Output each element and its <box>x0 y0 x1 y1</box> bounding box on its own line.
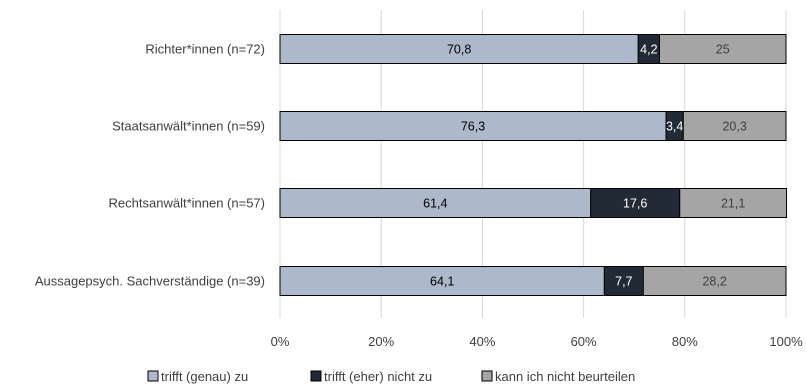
x-tick-label: 100% <box>769 334 803 349</box>
data-label: 25 <box>716 43 730 57</box>
data-label: 70,8 <box>447 43 471 57</box>
x-tick-label: 60% <box>571 334 597 349</box>
data-label: 21,1 <box>721 197 745 211</box>
legend-swatch <box>310 370 322 382</box>
legend-label: trifft (eher) nicht zu <box>324 369 432 384</box>
bars: 70,8 4,2 25 76,3 3,4 20,3 61,4 17,6 21,1 64,1 7,7 2… <box>279 34 788 296</box>
data-label: 17,6 <box>623 197 647 211</box>
legend: trifft (genau) zu trifft (eher) nicht zu k… <box>147 369 635 384</box>
category-label: Rechtsanwält*innen (n=57) <box>109 196 265 211</box>
bar-segment <box>603 266 644 296</box>
legend-swatch <box>481 370 493 382</box>
legend-swatch <box>147 370 159 382</box>
bar-segment <box>659 34 787 64</box>
data-label: 4,2 <box>640 43 657 57</box>
data-label: 64,1 <box>430 275 454 289</box>
bar-segment <box>590 188 681 218</box>
x-tick-label: 80% <box>672 334 698 349</box>
data-label: 20,3 <box>722 120 746 134</box>
legend-label: trifft (genau) zu <box>161 369 248 384</box>
x-tick-label: 20% <box>368 334 394 349</box>
data-label: 76,3 <box>461 120 485 134</box>
category-labels: Richter*innen (n=72) Staatsanwält*innen (… <box>35 42 265 289</box>
data-label: 28,2 <box>702 275 726 289</box>
x-axis-ticks: 0% 20% 40% 60% 80% 100% <box>271 334 803 349</box>
x-tick-label: 0% <box>271 334 290 349</box>
legend-label: kann ich nicht beurteilen <box>495 369 635 384</box>
category-label: Aussagepsych. Sachverständige (n=39) <box>35 274 265 289</box>
bar-segment <box>679 188 788 218</box>
x-tick-label: 40% <box>469 334 495 349</box>
bar-segment <box>682 111 787 141</box>
data-label: 3,4 <box>666 120 683 134</box>
category-label: Staatsanwält*innen (n=59) <box>112 119 265 134</box>
bar-segment <box>642 266 787 296</box>
category-label: Richter*innen (n=72) <box>145 42 265 57</box>
bar-segment <box>279 111 667 141</box>
data-label: 61,4 <box>423 197 447 211</box>
data-label: 7,7 <box>615 275 632 289</box>
bar-segment <box>279 188 592 218</box>
bar-segment <box>279 34 639 64</box>
